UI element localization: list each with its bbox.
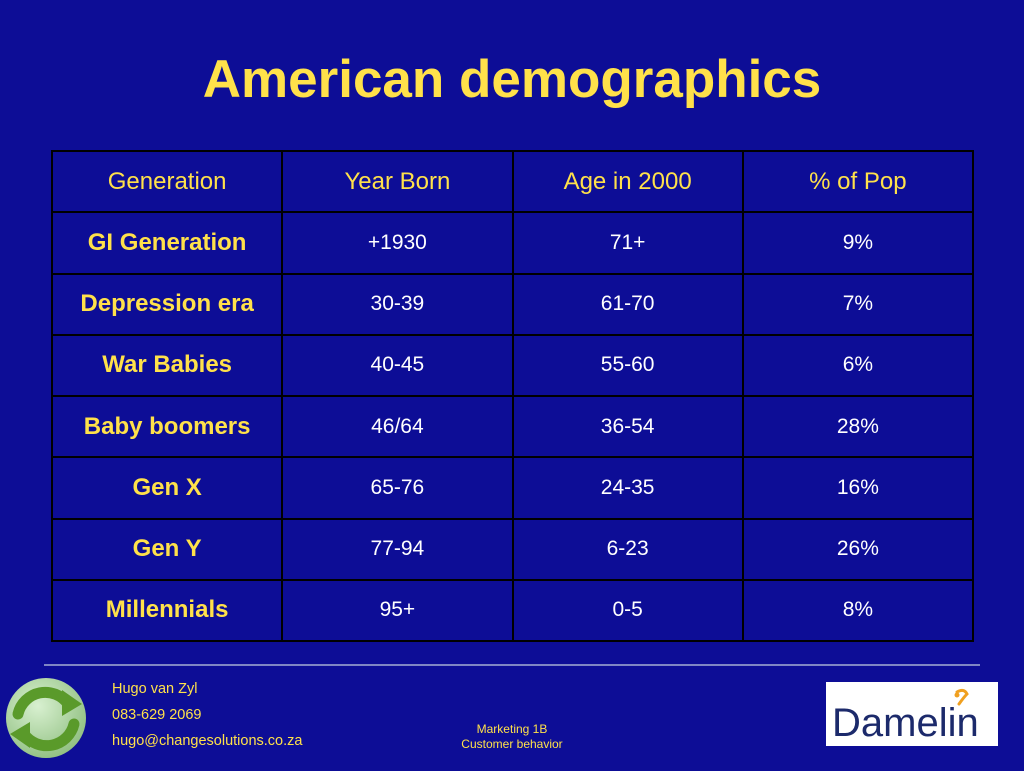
contact-info: Hugo van Zyl 083-629 2069 hugo@changesol… <box>112 676 302 754</box>
age-in-2000-cell: 71+ <box>511 211 744 275</box>
slide-title: American demographics <box>202 50 822 109</box>
brand-logo-text: Damelin <box>832 701 979 745</box>
age-in-2000-cell: 0-5 <box>511 578 744 643</box>
generation-cell: Depression era <box>50 272 284 336</box>
age-in-2000-cell: 36-54 <box>511 394 744 459</box>
pct-of-pop-cell: 7% <box>741 272 975 336</box>
table-row: Gen Y 77-94 6-23 26% <box>50 517 975 581</box>
pct-of-pop-cell: 28% <box>741 394 975 459</box>
generation-cell: War Babies <box>50 333 284 398</box>
year-born-cell: 65-76 <box>281 456 514 520</box>
damelin-logo: Damelin <box>826 682 998 746</box>
pct-of-pop-cell: 8% <box>741 578 975 643</box>
logo-swoosh-icon <box>955 688 969 706</box>
age-in-2000-cell: 55-60 <box>511 333 744 398</box>
course-topic: Customer behavior <box>461 737 563 751</box>
age-in-2000-cell: 6-23 <box>511 517 744 581</box>
column-header-age-in-2000: Age in 2000 <box>511 149 744 214</box>
year-born-cell: 40-45 <box>281 333 514 398</box>
year-born-cell: 77-94 <box>281 517 514 581</box>
table-header-row: Generation Year Born Age in 2000 % of Po… <box>50 149 975 214</box>
table-row: Depression era 30-39 61-70 7% <box>50 272 975 336</box>
footer-course-info: Marketing 1B Customer behavior <box>412 722 612 752</box>
generation-cell: GI Generation <box>50 211 284 275</box>
age-in-2000-cell: 61-70 <box>511 272 744 336</box>
table-row: Millennials 95+ 0-5 8% <box>50 578 975 643</box>
pct-of-pop-cell: 9% <box>741 211 975 275</box>
table-row: Gen X 65-76 24-35 16% <box>50 456 975 520</box>
demographics-table: Generation Year Born Age in 2000 % of Po… <box>50 149 975 643</box>
contact-name: Hugo van Zyl <box>112 681 198 697</box>
contact-email[interactable]: hugo@changesolutions.co.za <box>112 733 303 749</box>
pct-of-pop-cell: 16% <box>741 456 975 520</box>
contact-phone: 083-629 2069 <box>112 707 202 723</box>
age-in-2000-cell: 24-35 <box>511 456 744 520</box>
generation-cell: Gen X <box>50 456 284 520</box>
table-row: War Babies 40-45 55-60 6% <box>50 333 975 398</box>
pct-of-pop-cell: 26% <box>741 517 975 581</box>
year-born-cell: 95+ <box>281 578 514 643</box>
table-row: Baby boomers 46/64 36-54 28% <box>50 394 975 459</box>
column-header-generation: Generation <box>50 149 284 214</box>
course-name: Marketing 1B <box>476 722 548 736</box>
column-header-year-born: Year Born <box>281 149 514 214</box>
generation-cell: Millennials <box>50 578 284 643</box>
footer-divider <box>44 664 980 666</box>
refresh-cycle-icon <box>0 674 92 766</box>
table-row: GI Generation +1930 71+ 9% <box>50 211 975 275</box>
generation-cell: Gen Y <box>50 517 284 581</box>
year-born-cell: 46/64 <box>281 394 514 459</box>
year-born-cell: +1930 <box>281 211 514 275</box>
column-header-pct-of-pop: % of Pop <box>741 149 975 214</box>
generation-cell: Baby boomers <box>50 394 284 459</box>
pct-of-pop-cell: 6% <box>741 333 975 398</box>
year-born-cell: 30-39 <box>281 272 514 336</box>
